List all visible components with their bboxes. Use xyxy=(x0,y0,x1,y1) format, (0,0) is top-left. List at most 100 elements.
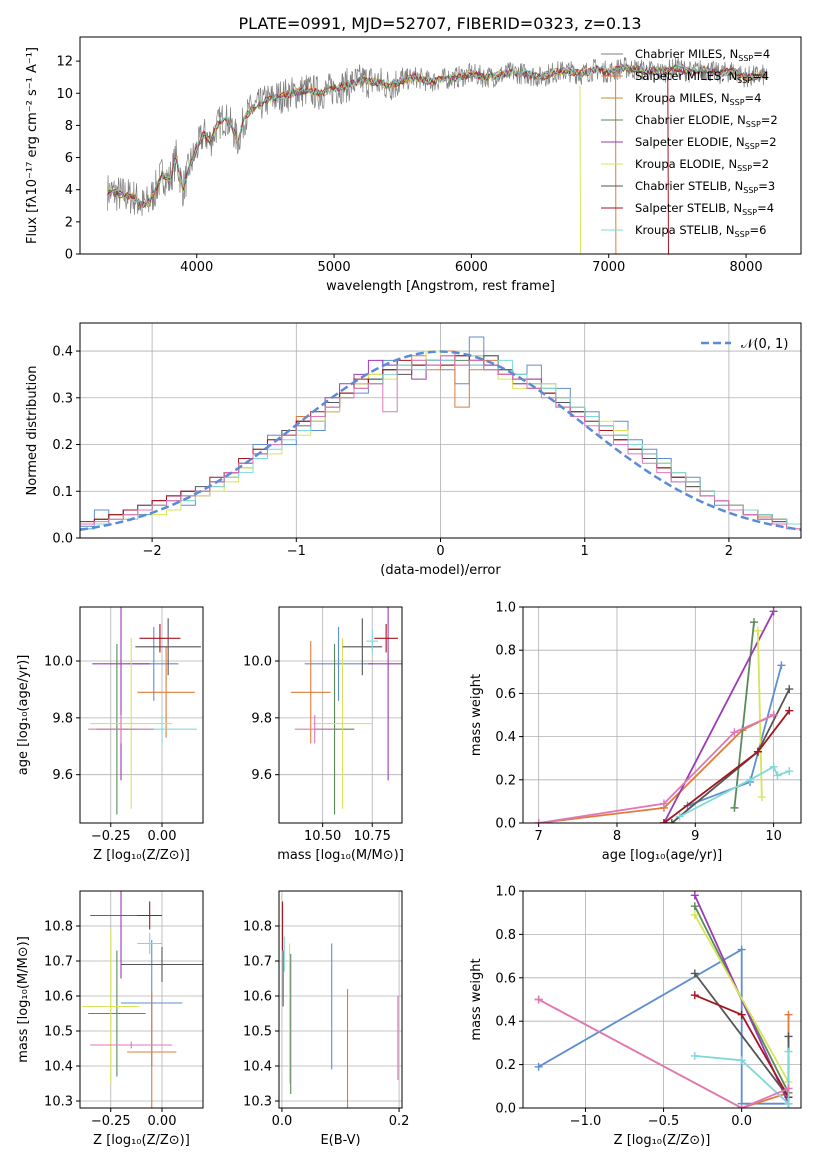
errorbars xyxy=(88,607,201,815)
plus-marker xyxy=(690,910,699,919)
panel-z-weight: −1.0 −0.5 0.0 0.0 0.2 0.4 0.6 0.8 1.0 Z [log₁₀(Z/… xyxy=(469,885,802,1148)
axes-frame xyxy=(522,890,802,1109)
y-tick-label: 10.6 xyxy=(44,990,73,1005)
x-axis-label: Z [log₁₀(Z/Z⊙)] xyxy=(93,848,190,863)
y-tick-label: 10.7 xyxy=(44,955,73,970)
plus-marker xyxy=(769,711,778,719)
x-tick-label: 0.2 xyxy=(389,1114,410,1129)
legend-label: Salpeter MILES, NSSP=4 xyxy=(635,69,769,85)
plus-marker xyxy=(777,661,786,670)
legend-label: 𝒩(0, 1) xyxy=(741,337,788,352)
legend-label: Chabrier STELIB, NSSP=3 xyxy=(635,179,775,195)
y-tick-label: 10.0 xyxy=(44,655,73,670)
panel-residuals: −2 −1 0 1 2 0.0 0.1 0.2 0.3 0.4 (data-model)/error… xyxy=(25,322,802,578)
spectrum-model-kroupa-stelib xyxy=(107,62,768,210)
plus-marker xyxy=(675,812,684,821)
x-tick-label: 0 xyxy=(436,544,444,559)
y-tick-label: 1.0 xyxy=(495,601,516,616)
y-tick-label: 0.6 xyxy=(495,687,516,702)
plus-marker xyxy=(784,1010,793,1019)
spectrum-drop xyxy=(579,85,582,254)
y-tick-label: 10.7 xyxy=(243,955,272,970)
y-tick-label: 0.6 xyxy=(495,971,516,986)
legend-label: Chabrier MILES, NSSP=4 xyxy=(635,47,770,63)
panel-mass-age: 10.50 10.75 9.6 9.8 10.0 mass [log₁₀(M/M⊙)] xyxy=(243,606,404,863)
plus-marker xyxy=(737,1010,746,1019)
weight-line-chabrier-elodie xyxy=(733,622,755,808)
weight-line-pink xyxy=(538,998,789,1108)
plus-marker xyxy=(737,945,746,954)
legend-label: Kroupa ELODIE, NSSP=2 xyxy=(635,157,769,173)
x-tick-label: 10.75 xyxy=(354,829,391,844)
figure-title: PLATE=0991, MJD=52707, FIBERID=0323, z=0… xyxy=(238,14,641,33)
x-tick-label: 8000 xyxy=(730,260,763,275)
plus-marker xyxy=(534,995,543,1004)
histogram-pink xyxy=(80,355,801,530)
y-tick-label: 9.6 xyxy=(251,768,272,783)
y-tick-label: 0.0 xyxy=(495,817,516,832)
axes-frame xyxy=(278,890,403,1109)
plus-marker xyxy=(757,793,766,802)
y-tick-label: 10.0 xyxy=(243,655,272,670)
y-tick-label: 10.8 xyxy=(44,920,73,935)
plus-marker xyxy=(784,1099,793,1108)
plus-marker xyxy=(784,1084,793,1093)
y-tick-label: 0.2 xyxy=(52,438,73,453)
x-tick-label: 0.00 xyxy=(148,829,177,844)
x-tick-label: −1.0 xyxy=(570,1114,602,1129)
x-tick-label: −2 xyxy=(143,544,162,559)
y-axis-label: Flux [fλ10⁻¹⁷ erg cm⁻² s⁻¹ A⁻¹] xyxy=(25,47,40,244)
y-tick-label: 0.0 xyxy=(52,532,73,547)
plus-marker xyxy=(690,1051,699,1060)
weight-line-kroupa-elodie xyxy=(694,914,790,1083)
x-axis-label: Z [log₁₀(Z/Z⊙)] xyxy=(614,1133,711,1148)
legend-label: Kroupa STELIB, NSSP=6 xyxy=(635,223,766,239)
plus-marker xyxy=(784,1047,793,1056)
y-tick-label: 0.1 xyxy=(52,485,73,500)
x-tick-label: 5000 xyxy=(318,260,351,275)
errorbars xyxy=(82,891,203,1108)
y-tick-label: 0.4 xyxy=(495,730,516,745)
y-tick-label: 9.6 xyxy=(52,768,73,783)
y-tick-label: 10 xyxy=(56,87,73,102)
legend-label: Salpeter STELIB, NSSP=4 xyxy=(635,201,774,217)
histograms xyxy=(80,336,801,532)
y-tick-label: 10.3 xyxy=(44,1095,73,1110)
histogram-salpeter-stelib xyxy=(80,355,801,525)
x-tick-label: 6000 xyxy=(455,260,488,275)
x-axis-label: Z [log₁₀(Z/Z⊙)] xyxy=(93,1133,190,1148)
plus-marker xyxy=(753,747,762,756)
y-tick-label: 10.3 xyxy=(243,1095,272,1110)
y-tick-label: 0.2 xyxy=(495,1058,516,1073)
plus-marker xyxy=(534,819,543,823)
x-tick-label: 0.00 xyxy=(148,1114,177,1129)
x-tick-label: 0.0 xyxy=(731,1114,752,1129)
y-tick-label: 0.0 xyxy=(495,1102,516,1117)
x-tick-label: 7000 xyxy=(592,260,625,275)
spectrum-lines xyxy=(107,56,768,254)
x-tick-label: −0.5 xyxy=(648,1114,680,1129)
y-axis-label: Normed distribution xyxy=(25,366,40,496)
x-axis-label: age [log₁₀(age/yr)] xyxy=(602,848,723,863)
x-tick-label: 2 xyxy=(725,544,733,559)
y-tick-label: 10.4 xyxy=(243,1060,272,1075)
spectrum-drop xyxy=(667,77,669,254)
plus-marker xyxy=(690,969,699,978)
weight-line-salpeter-elodie xyxy=(663,610,775,823)
axes-frame xyxy=(79,606,204,824)
x-tick-label: −0.25 xyxy=(91,829,131,844)
plus-marker xyxy=(659,819,668,823)
weight-line-kroupa-stelib xyxy=(694,1051,790,1106)
x-axis-label: wavelength [Angstrom, rest frame] xyxy=(326,279,555,294)
x-tick-label: 10 xyxy=(765,829,782,844)
plus-marker xyxy=(753,626,762,635)
x-axis-label: (data-model)/error xyxy=(380,563,501,578)
weight-lines xyxy=(534,607,794,823)
axes-frame xyxy=(79,36,802,255)
x-tick-label: 10.50 xyxy=(304,829,341,844)
x-tick-label: 8 xyxy=(613,829,621,844)
y-tick-label: 10.8 xyxy=(243,920,272,935)
plus-marker xyxy=(769,762,778,771)
axes-frame xyxy=(278,606,403,824)
